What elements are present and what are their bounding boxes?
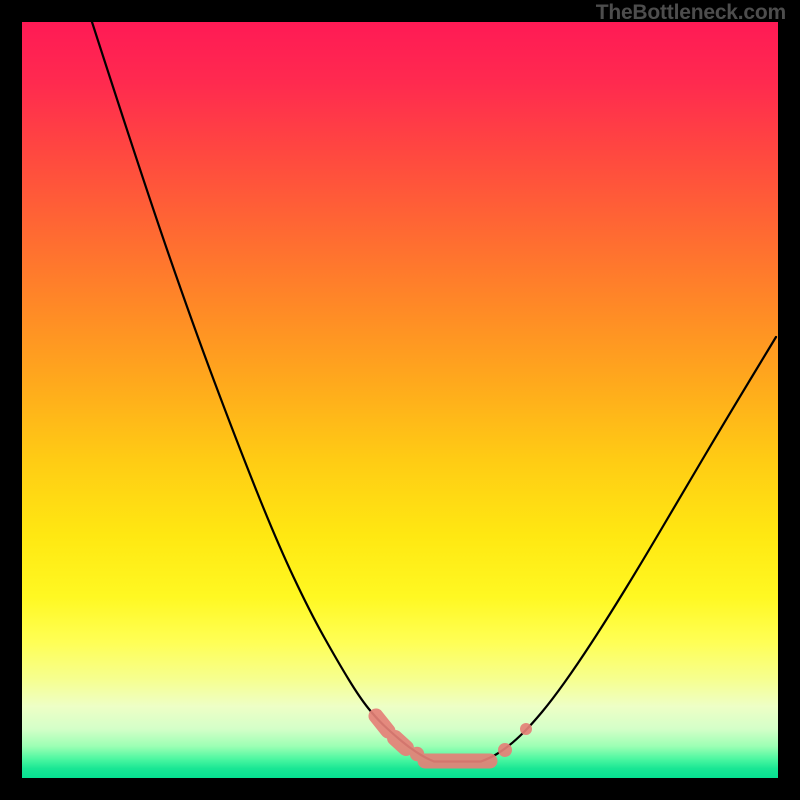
watermark-text: TheBottleneck.com — [596, 1, 786, 25]
marker-dot — [498, 743, 512, 757]
marker-capsule — [376, 716, 388, 731]
bottleneck-curve-chart — [0, 0, 800, 800]
chart-background-gradient — [22, 22, 778, 778]
marker-dot — [520, 723, 532, 735]
marker-capsule — [395, 738, 406, 748]
chart-frame: TheBottleneck.com — [0, 0, 800, 800]
